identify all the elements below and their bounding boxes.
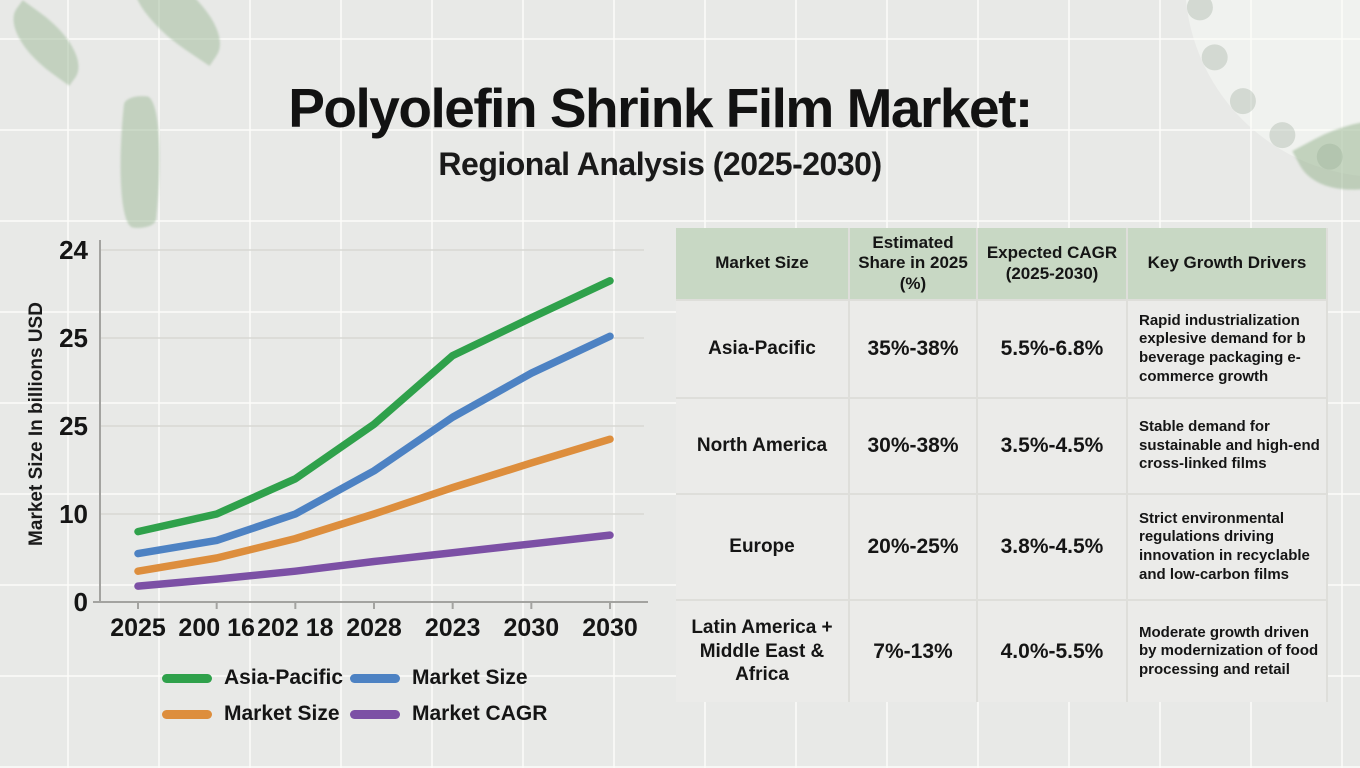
page-title: Polyolefin Shrink Film Market: (288, 77, 1033, 139)
table-cell-region: North America (676, 399, 848, 493)
legend-swatch-purple-icon (350, 709, 400, 719)
table-cell-drivers: Stable demand for sustainable and high-e… (1128, 399, 1326, 493)
table-cell-cagr: 3.5%-4.5% (978, 399, 1126, 493)
table-cell-region: Asia-Pacific (676, 301, 848, 397)
table-cell-region: Europe (676, 495, 848, 599)
table-header-expected-cagr: Expected CAGR (2025-2030) (978, 228, 1126, 299)
table-cell-region: Latin America + Middle East & Africa (676, 601, 848, 702)
svg-text:2030: 2030 (582, 614, 638, 642)
svg-text:2023: 2023 (425, 614, 481, 642)
svg-text:2030: 2030 (504, 614, 560, 642)
table-cell-cagr: 3.8%-4.5% (978, 495, 1126, 599)
svg-text:25: 25 (59, 323, 88, 353)
table-header-estimated-share: Estimated Share in 2025 (%) (850, 228, 976, 299)
svg-text:25: 25 (59, 411, 88, 441)
legend-label: Market CAGR (412, 702, 548, 725)
regional-analysis-table: Market Size Estimated Share in 2025 (%) … (676, 228, 1328, 702)
table-cell-share: 35%-38% (850, 301, 976, 397)
svg-text:24: 24 (59, 235, 88, 265)
table-cell-share: 30%-38% (850, 399, 976, 493)
legend-item: Market Size (162, 702, 350, 726)
legend-label: Asia-Pacific (224, 666, 344, 689)
legend-swatch-blue-icon (350, 673, 400, 683)
legend-swatch-green-icon (162, 673, 212, 683)
line-chart-container: 24 25 25 10 0 2025 200 16 202 18 2028 2023 2030 203… (10, 232, 670, 642)
table-cell-drivers: Rapid industrialization explesive demand… (1128, 301, 1326, 397)
svg-text:2025: 2025 (110, 614, 166, 642)
line-chart: 24 25 25 10 0 2025 200 16 202 18 2028 2023 2030 203… (59, 235, 648, 642)
legend-label: Market Size (224, 702, 340, 725)
table-cell-cagr: 5.5%-6.8% (978, 301, 1126, 397)
svg-text:200 16: 200 16 (178, 614, 254, 642)
table-cell-drivers: Moderate growth driven by modernization … (1128, 601, 1326, 702)
legend-label: Market Size (412, 666, 528, 689)
legend-swatch-orange-icon (162, 709, 212, 719)
table-cell-drivers: Strict environmental regulations driving… (1128, 495, 1326, 599)
table-header-market-size: Market Size (676, 228, 848, 299)
table-cell-cagr: 4.0%-5.5% (978, 601, 1126, 702)
y-axis-label: Market Size In billions USD (26, 302, 47, 546)
svg-text:10: 10 (59, 499, 88, 529)
legend-item: Asia-Pacific (162, 666, 350, 690)
table-header-key-growth-drivers: Key Growth Drivers (1128, 228, 1326, 299)
svg-text:2028: 2028 (346, 614, 402, 642)
leaf-watermark-icon (0, 0, 94, 86)
svg-text:202 18: 202 18 (257, 614, 334, 642)
legend-item: Market CAGR (350, 702, 547, 726)
page-subtitle: Regional Analysis (2025-2030) (438, 146, 882, 182)
table-cell-share: 7%-13% (850, 601, 976, 702)
svg-text:0: 0 (74, 587, 88, 617)
legend-item: Market Size (350, 666, 547, 690)
leaf-watermark-icon (113, 0, 239, 66)
chart-legend: Asia-Pacific Market Size Market Size Mar… (162, 666, 547, 726)
table-cell-share: 20%-25% (850, 495, 976, 599)
